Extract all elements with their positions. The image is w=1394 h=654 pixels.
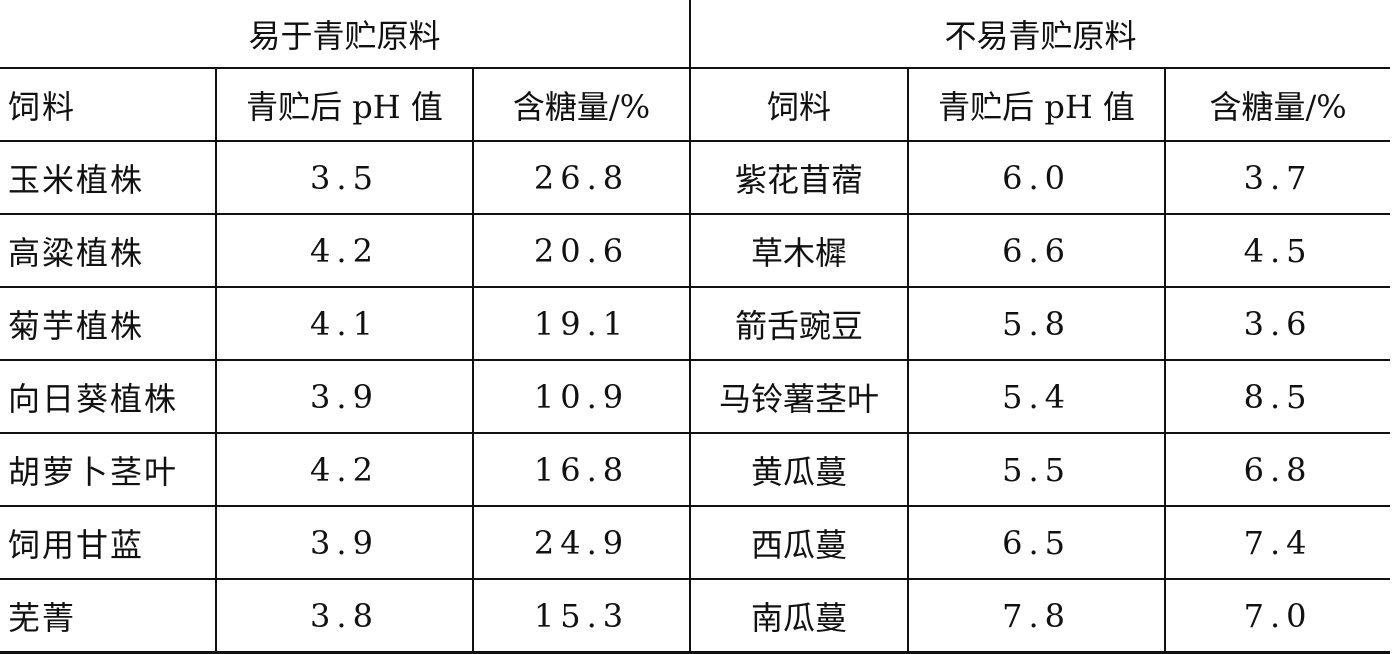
col-sugar: 含糖量/% xyxy=(471,67,692,142)
column-header-row: 饲料 青贮后 pH 值 含糖量/% 饲料 青贮后 pH 值 含糖量/% xyxy=(0,67,1391,142)
table-row: 向日葵植株 3.9 10.9 马铃薯茎叶 5.4 8.5 xyxy=(0,359,1391,434)
ph-cell: 3.5 xyxy=(215,140,474,215)
ph-cell: 4.1 xyxy=(215,286,474,361)
ph-cell: 3.8 xyxy=(215,578,474,654)
ph-cell: 4.2 xyxy=(215,213,474,288)
table-row: 玉米植株 3.5 26.8 紫花苜蓿 6.0 3.7 xyxy=(0,140,1391,215)
table-row: 芜菁 3.8 15.3 南瓜蔓 7.8 7.0 xyxy=(0,578,1391,654)
feed-cell: 芜菁 xyxy=(0,578,217,654)
feed-cell: 饲用甘蓝 xyxy=(0,505,217,580)
sugar-cell: 3.7 xyxy=(1164,140,1391,215)
sugar-cell: 24.9 xyxy=(471,505,692,580)
table-row: 胡萝卜茎叶 4.2 16.8 黄瓜蔓 5.5 6.8 xyxy=(0,432,1391,507)
sugar-cell: 6.8 xyxy=(1164,432,1391,507)
feed-cell: 向日葵植株 xyxy=(0,359,217,434)
ph-cell: 6.6 xyxy=(907,213,1167,288)
ph-cell: 5.4 xyxy=(907,359,1167,434)
sugar-cell: 19.1 xyxy=(471,286,692,361)
group-easy-silage: 易于青贮原料 xyxy=(0,0,692,69)
feed-cell: 胡萝卜茎叶 xyxy=(0,432,217,507)
feed-cell: 草木樨 xyxy=(689,213,910,288)
ph-cell: 5.8 xyxy=(907,286,1167,361)
sugar-cell: 15.3 xyxy=(471,578,692,654)
group-hard-silage: 不易青贮原料 xyxy=(689,0,1391,69)
col-feed: 饲料 xyxy=(689,67,910,142)
feed-cell: 高粱植株 xyxy=(0,213,217,288)
feed-cell: 玉米植株 xyxy=(0,140,217,215)
ph-cell: 7.8 xyxy=(907,578,1167,654)
ph-cell: 5.5 xyxy=(907,432,1167,507)
sugar-cell: 8.5 xyxy=(1164,359,1391,434)
sugar-cell: 20.6 xyxy=(471,213,692,288)
sugar-cell: 4.5 xyxy=(1164,213,1391,288)
sugar-cell: 7.0 xyxy=(1164,578,1391,654)
ph-cell: 3.9 xyxy=(215,505,474,580)
table-row: 高粱植株 4.2 20.6 草木樨 6.6 4.5 xyxy=(0,213,1391,288)
feed-cell: 南瓜蔓 xyxy=(689,578,910,654)
ph-cell: 6.0 xyxy=(907,140,1167,215)
feed-cell: 黄瓜蔓 xyxy=(689,432,910,507)
sugar-cell: 26.8 xyxy=(471,140,692,215)
ph-cell: 3.9 xyxy=(215,359,474,434)
ph-cell: 6.5 xyxy=(907,505,1167,580)
ph-cell: 4.2 xyxy=(215,432,474,507)
sugar-cell: 10.9 xyxy=(471,359,692,434)
feed-cell: 菊芋植株 xyxy=(0,286,217,361)
table-row: 饲用甘蓝 3.9 24.9 西瓜蔓 6.5 7.4 xyxy=(0,505,1391,580)
col-sugar: 含糖量/% xyxy=(1164,67,1391,142)
table-row: 菊芋植株 4.1 19.1 箭舌豌豆 5.8 3.6 xyxy=(0,286,1391,361)
col-ph: 青贮后 pH 值 xyxy=(907,67,1167,142)
feed-cell: 紫花苜蓿 xyxy=(689,140,910,215)
group-header-row: 易于青贮原料 不易青贮原料 xyxy=(0,0,1391,69)
feed-cell: 西瓜蔓 xyxy=(689,505,910,580)
feed-cell: 箭舌豌豆 xyxy=(689,286,910,361)
col-ph: 青贮后 pH 值 xyxy=(215,67,474,142)
sugar-cell: 16.8 xyxy=(471,432,692,507)
col-feed: 饲料 xyxy=(0,67,217,142)
feed-cell: 马铃薯茎叶 xyxy=(689,359,910,434)
sugar-cell: 3.6 xyxy=(1164,286,1391,361)
sugar-cell: 7.4 xyxy=(1164,505,1391,580)
